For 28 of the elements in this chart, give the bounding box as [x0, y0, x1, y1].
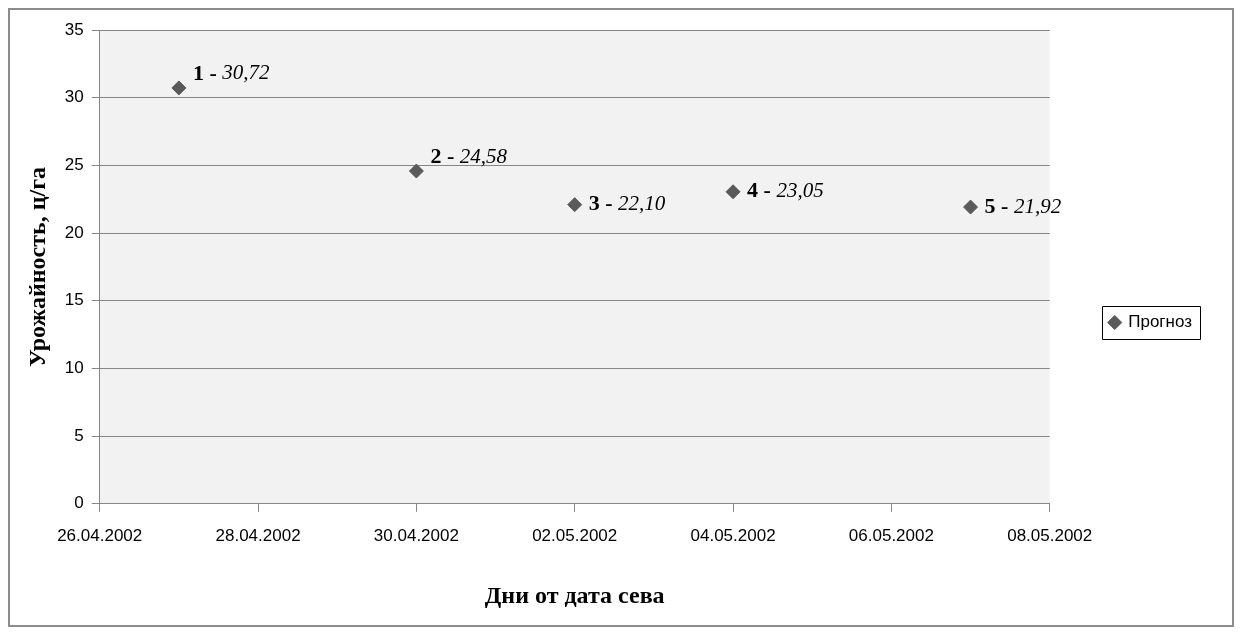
y-tick-label: 0 [74, 493, 84, 513]
y-axis-title: Урожайность, ц/га [23, 166, 50, 367]
legend-label: Прогноз [1128, 312, 1193, 332]
point [963, 199, 979, 215]
y-tick-label: 5 [74, 425, 84, 445]
y-tick-label: 15 [64, 290, 84, 310]
point [567, 197, 583, 213]
point [408, 163, 424, 179]
x-tick-label: 08.05.2002 [1007, 525, 1093, 545]
data-label: 1 - 30,72 [192, 59, 270, 85]
y-tick-label: 25 [64, 155, 84, 175]
x-tick-label: 02.05.2002 [532, 525, 618, 545]
point [171, 80, 187, 96]
x-tick-label: 06.05.2002 [848, 525, 934, 545]
y-tick-label: 20 [64, 222, 84, 242]
data-label: 4 - 23,05 [747, 177, 824, 203]
data-label: 2 - 24,58 [430, 142, 508, 168]
x-tick-label: 26.04.2002 [57, 525, 143, 545]
x-tick-label: 04.05.2002 [690, 525, 776, 545]
data-label: 3 - 22,10 [588, 190, 666, 216]
data-label: 5 - 21,92 [984, 192, 1062, 218]
x-tick-label: 28.04.2002 [215, 525, 301, 545]
y-tick-label: 30 [64, 87, 84, 107]
x-axis-title: Дни от дата сева [484, 581, 665, 608]
point [725, 184, 741, 200]
y-tick-label: 35 [64, 19, 84, 39]
x-tick-label: 30.04.2002 [373, 525, 459, 545]
y-tick-label: 10 [64, 358, 84, 378]
